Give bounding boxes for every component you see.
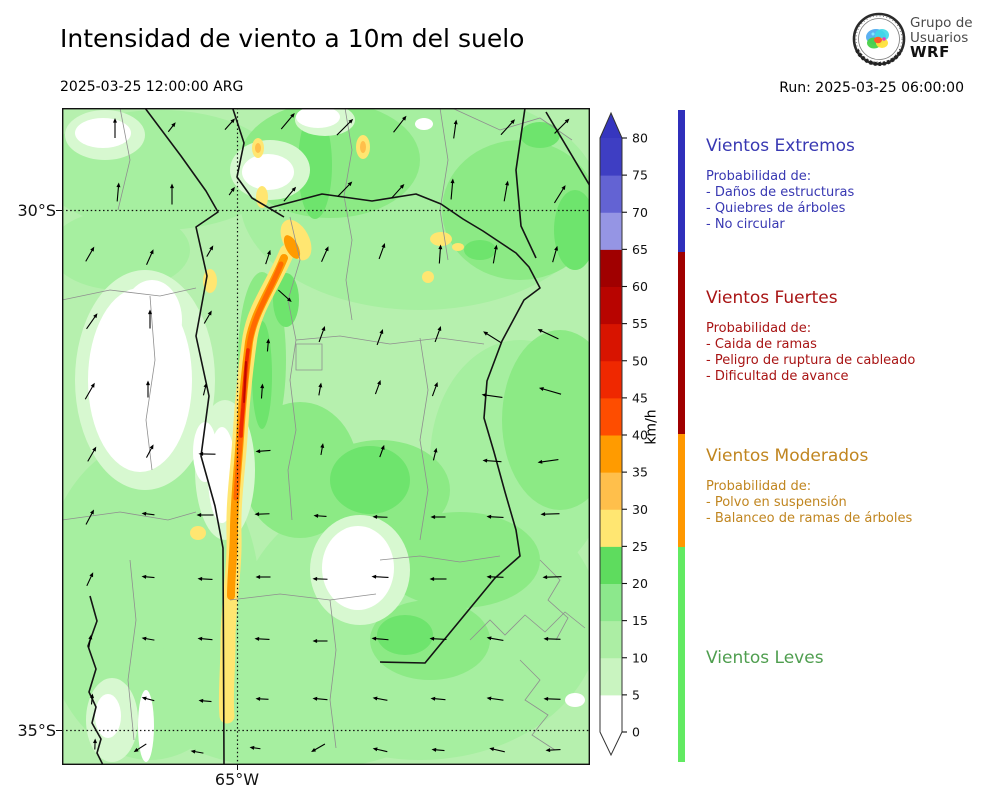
lon-label-65w: 65°W: [214, 770, 260, 789]
category-bar-segment: [678, 547, 685, 762]
wind-field-shading: [62, 108, 590, 765]
legend-heading: Vientos Extremos: [706, 136, 855, 156]
category-color-bar: [678, 110, 685, 762]
legend-intro: Probabilidad de:: [706, 479, 812, 494]
legend-item: - Quiebres de árboles: [706, 201, 846, 216]
wrf-users-group-logo: Grupo de Usuarios WRF: [851, 10, 1000, 70]
legend-section-leves: Vientos Leves: [706, 648, 996, 668]
run-time-label: Run: 2025-03-25 06:00:00: [779, 80, 964, 96]
legend-section-extremos: Vientos Extremos Probabilidad de: - Daño…: [706, 136, 996, 233]
legend-item: - Peligro de ruptura de cableado: [706, 353, 916, 368]
svg-text:15: 15: [632, 613, 648, 628]
legend-item: - No circular: [706, 217, 785, 232]
svg-text:75: 75: [632, 168, 648, 183]
svg-text:30: 30: [632, 502, 648, 517]
svg-text:35: 35: [632, 465, 648, 480]
lon-tick-65w: [237, 765, 238, 770]
legend-section-fuertes: Vientos Fuertes Probabilidad de: - Caida…: [706, 288, 996, 385]
svg-text:45: 45: [632, 390, 648, 405]
legend-item: - Balanceo de ramas de árboles: [706, 511, 913, 526]
legend-intro: Probabilidad de:: [706, 169, 812, 184]
legend-heading: Vientos Moderados: [706, 446, 869, 466]
legend-item: - Dificultad de avance: [706, 369, 849, 384]
lat-tick-35s: [56, 730, 62, 731]
legend-section-moderados: Vientos Moderados Probabilidad de: - Pol…: [706, 446, 996, 527]
category-bar-segment: [678, 252, 685, 434]
svg-text:50: 50: [632, 353, 648, 368]
svg-text:55: 55: [632, 316, 648, 331]
map-frame: [62, 108, 590, 765]
legend-item: - Daños de estructuras: [706, 185, 855, 200]
legend-item: - Polvo en suspensión: [706, 495, 847, 510]
logo-org-line3: WRF: [910, 43, 950, 61]
logo-seal-icon: [852, 12, 906, 67]
page-title: Intensidad de viento a 10m del suelo: [60, 24, 525, 53]
valid-time-label: 2025-03-25 12:00:00 ARG: [60, 79, 244, 95]
graticule-lines: [62, 108, 590, 765]
department-boundaries: [62, 108, 586, 751]
wind-intensity-map: [62, 108, 590, 765]
legend-heading: Vientos Leves: [706, 648, 824, 668]
lat-label-35s: 35°S: [17, 721, 56, 740]
svg-text:70: 70: [632, 205, 648, 220]
svg-text:60: 60: [632, 279, 648, 294]
logo-org-line2: Usuarios: [910, 29, 969, 46]
logo-org-line1: Grupo de: [910, 15, 973, 31]
category-bar-segment: [678, 110, 685, 252]
svg-text:5: 5: [632, 687, 640, 702]
wind-arrow-quiver: [84, 112, 570, 754]
logo-text: Grupo de Usuarios WRF: [910, 16, 973, 60]
svg-text:80: 80: [632, 131, 648, 146]
high-wind-ridge: [218, 244, 295, 724]
svg-text:10: 10: [632, 650, 648, 665]
legend-item: - Caida de ramas: [706, 337, 817, 352]
svg-text:25: 25: [632, 539, 648, 554]
svg-text:40: 40: [632, 428, 648, 443]
wind-speed-colorbar: 0 5 10 15 20 25 30 35 40 45 50 55 60 65 70 75 80: [599, 111, 648, 757]
category-bar-segment: [678, 434, 685, 547]
province-boundaries: [87, 108, 590, 765]
lat-tick-30s: [56, 210, 62, 211]
colorbar-unit-label: km/h: [643, 409, 660, 445]
svg-text:0: 0: [632, 725, 640, 740]
svg-text:65: 65: [632, 242, 648, 257]
svg-text:20: 20: [632, 576, 648, 591]
legend-heading: Vientos Fuertes: [706, 288, 838, 308]
lat-label-30s: 30°S: [17, 201, 56, 220]
legend-intro: Probabilidad de:: [706, 321, 812, 336]
